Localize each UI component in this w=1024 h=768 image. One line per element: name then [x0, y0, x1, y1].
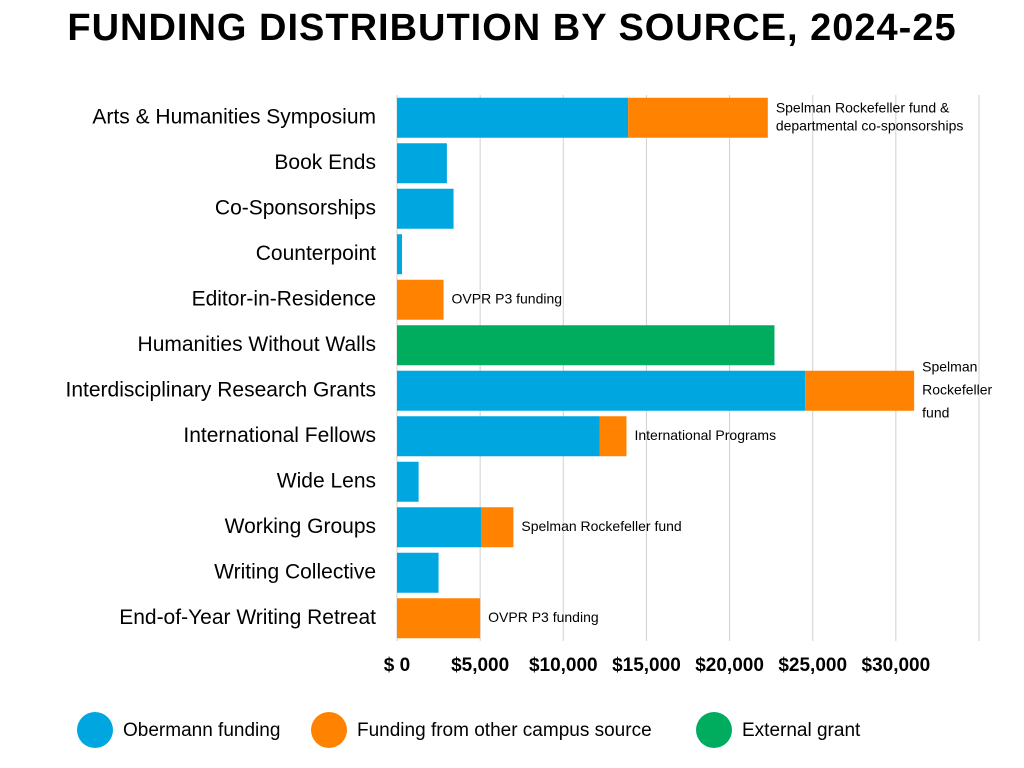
- x-tick-label: $25,000: [778, 655, 847, 676]
- legend-label: Funding from other campus source: [357, 720, 652, 741]
- bar-segment: [397, 143, 447, 184]
- y-tick-label: Working Groups: [225, 515, 376, 538]
- x-tick-label: $30,000: [862, 655, 931, 676]
- y-tick-label: Writing Collective: [214, 560, 376, 583]
- y-tick-label: Editor-in-Residence: [192, 287, 376, 310]
- bar-segment: [397, 279, 444, 320]
- y-tick-label: Humanities Without Walls: [138, 333, 376, 356]
- bar-segment: [397, 461, 419, 502]
- annotation: International Programs: [634, 427, 776, 443]
- y-tick-label: Arts & Humanities Symposium: [92, 105, 376, 128]
- annotation: OVPR P3 funding: [488, 609, 599, 625]
- annotation: fund: [922, 404, 949, 420]
- annotation: Spelman Rockefeller fund &: [776, 99, 950, 115]
- annotation: OVPR P3 funding: [452, 290, 563, 306]
- bar-segment: [397, 188, 454, 229]
- bar-segment: [397, 552, 439, 593]
- bar-segment: [599, 416, 627, 457]
- x-tick-label: $ 0: [384, 655, 410, 676]
- x-tick-label: $10,000: [529, 655, 598, 676]
- annotation: departmental co-sponsorships: [776, 118, 964, 134]
- legend-marker: [696, 712, 732, 748]
- y-tick-label: Interdisciplinary Research Grants: [66, 378, 376, 401]
- legend-label: Obermann funding: [123, 720, 280, 741]
- chart-title: FUNDING DISTRIBUTION BY SOURCE, 2024-25: [67, 7, 956, 49]
- y-tick-label: End-of-Year Writing Retreat: [119, 606, 376, 629]
- bar-segment: [397, 598, 481, 639]
- y-tick-label: Book Ends: [274, 151, 376, 174]
- y-tick-label: Counterpoint: [256, 242, 376, 265]
- x-tick-label: $20,000: [695, 655, 764, 676]
- legend-marker: [311, 712, 347, 748]
- annotation: Spelman Rockefeller fund: [521, 518, 681, 534]
- x-tick-label: $15,000: [612, 655, 681, 676]
- x-tick-label: $5,000: [451, 655, 509, 676]
- bar-segment: [397, 507, 481, 548]
- annotation: Rockefeller: [922, 381, 992, 397]
- legend-label: External grant: [742, 720, 861, 741]
- y-tick-label: Wide Lens: [277, 469, 376, 492]
- legend-marker: [77, 712, 113, 748]
- bar-segment: [397, 97, 629, 138]
- y-tick-label: Co-Sponsorships: [215, 196, 376, 219]
- bar-segment: [397, 325, 775, 366]
- bar-segment: [397, 370, 806, 411]
- bar-segment: [628, 97, 768, 138]
- bar-segment: [397, 416, 600, 457]
- annotation: Spelman: [922, 358, 977, 374]
- bar-segment: [397, 234, 402, 275]
- bar-segment: [805, 370, 915, 411]
- bar-segment: [480, 507, 514, 548]
- y-tick-label: International Fellows: [183, 424, 376, 447]
